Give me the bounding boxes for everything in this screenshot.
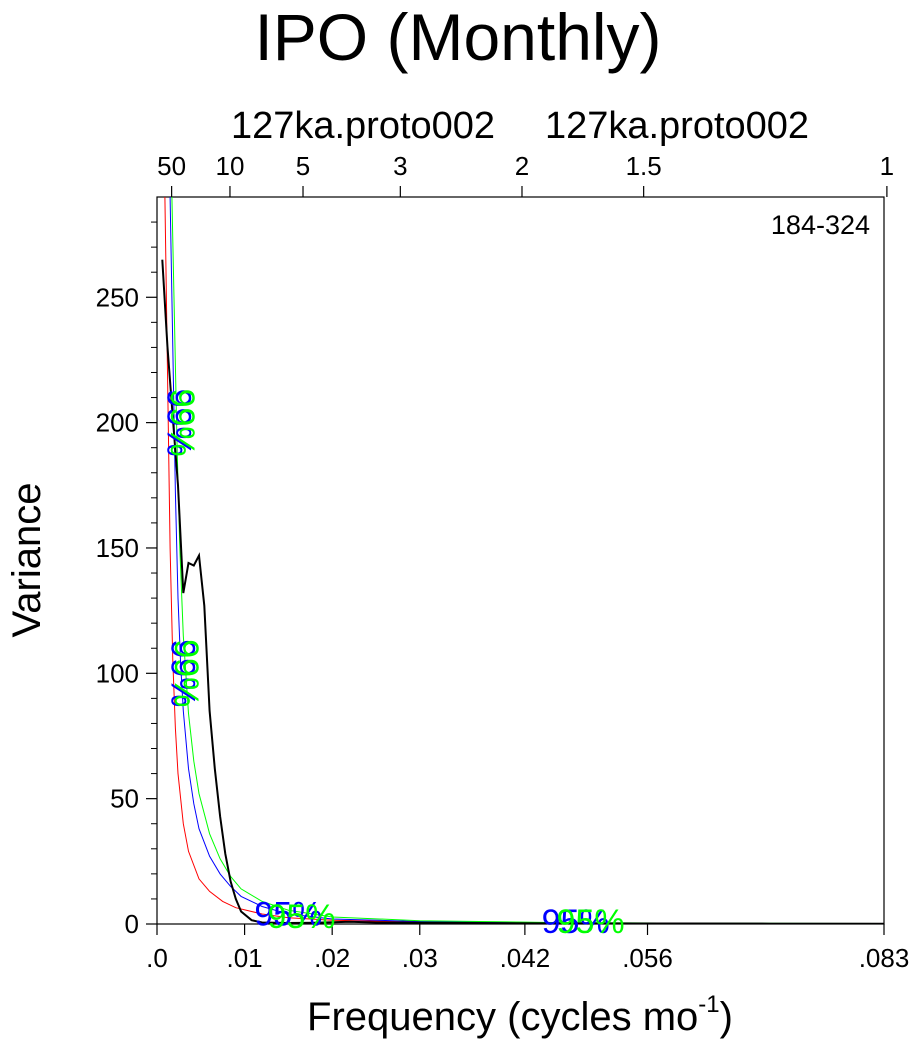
confidence-label: 95% (254, 895, 322, 933)
x-axis-label-main: Frequency (cycles mo (307, 995, 698, 1039)
period-range-label: 184-324 (771, 210, 870, 240)
x-tick-label: .056 (622, 943, 673, 973)
y-axis-label: Variance (5, 483, 49, 638)
chart-title: IPO (Monthly) (254, 0, 661, 74)
top-label-right: 127ka.proto002 (545, 105, 809, 147)
x-tick-label: .0 (146, 943, 168, 973)
period-tick-label: 2 (515, 151, 529, 181)
period-tick-label: 50 (157, 151, 186, 181)
series-line (169, 197, 884, 924)
x-tick-label: .042 (500, 943, 551, 973)
confidence-label: 99% (163, 389, 201, 457)
series-line (164, 197, 884, 924)
confidence-label: 99% (159, 389, 197, 457)
y-tick-label: 150 (96, 533, 139, 563)
x-tick-label: .01 (227, 943, 263, 973)
x-tick-label: .02 (314, 943, 350, 973)
plot-frame (156, 196, 885, 925)
confidence-label: 95% (542, 903, 610, 941)
period-tick-label: 3 (393, 151, 407, 181)
series-line (161, 259, 884, 924)
confidence-label: 99% (167, 639, 205, 707)
confidence-label: 95% (557, 903, 625, 941)
period-tick-label: 5 (296, 151, 310, 181)
y-tick-label: 50 (110, 784, 139, 814)
y-tick-label: 250 (96, 282, 139, 312)
top-label-left: 127ka.proto002 (231, 105, 495, 147)
y-tick-label: 200 (96, 408, 139, 438)
period-tick-label: 1 (880, 151, 894, 181)
x-axis-label-close: ) (720, 995, 733, 1039)
y-tick-label: 100 (96, 658, 139, 688)
x-tick-label: .083 (859, 943, 910, 973)
plot-area: 0 50 100 150 200 250 .0 .01 .02 .03 .042 .056 .083 50… (96, 151, 910, 973)
period-tick-label: 1.5 (626, 151, 662, 181)
series-line (171, 197, 884, 924)
y-tick-label: 0 (125, 909, 139, 939)
x-tick-label: .03 (402, 943, 438, 973)
period-tick-label: 10 (216, 151, 245, 181)
confidence-label: 99% (164, 639, 202, 707)
x-axis-label-sup: -1 (698, 991, 719, 1018)
x-axis-label: Frequency (cycles mo-1) (307, 991, 733, 1039)
confidence-label: 95% (267, 898, 335, 936)
